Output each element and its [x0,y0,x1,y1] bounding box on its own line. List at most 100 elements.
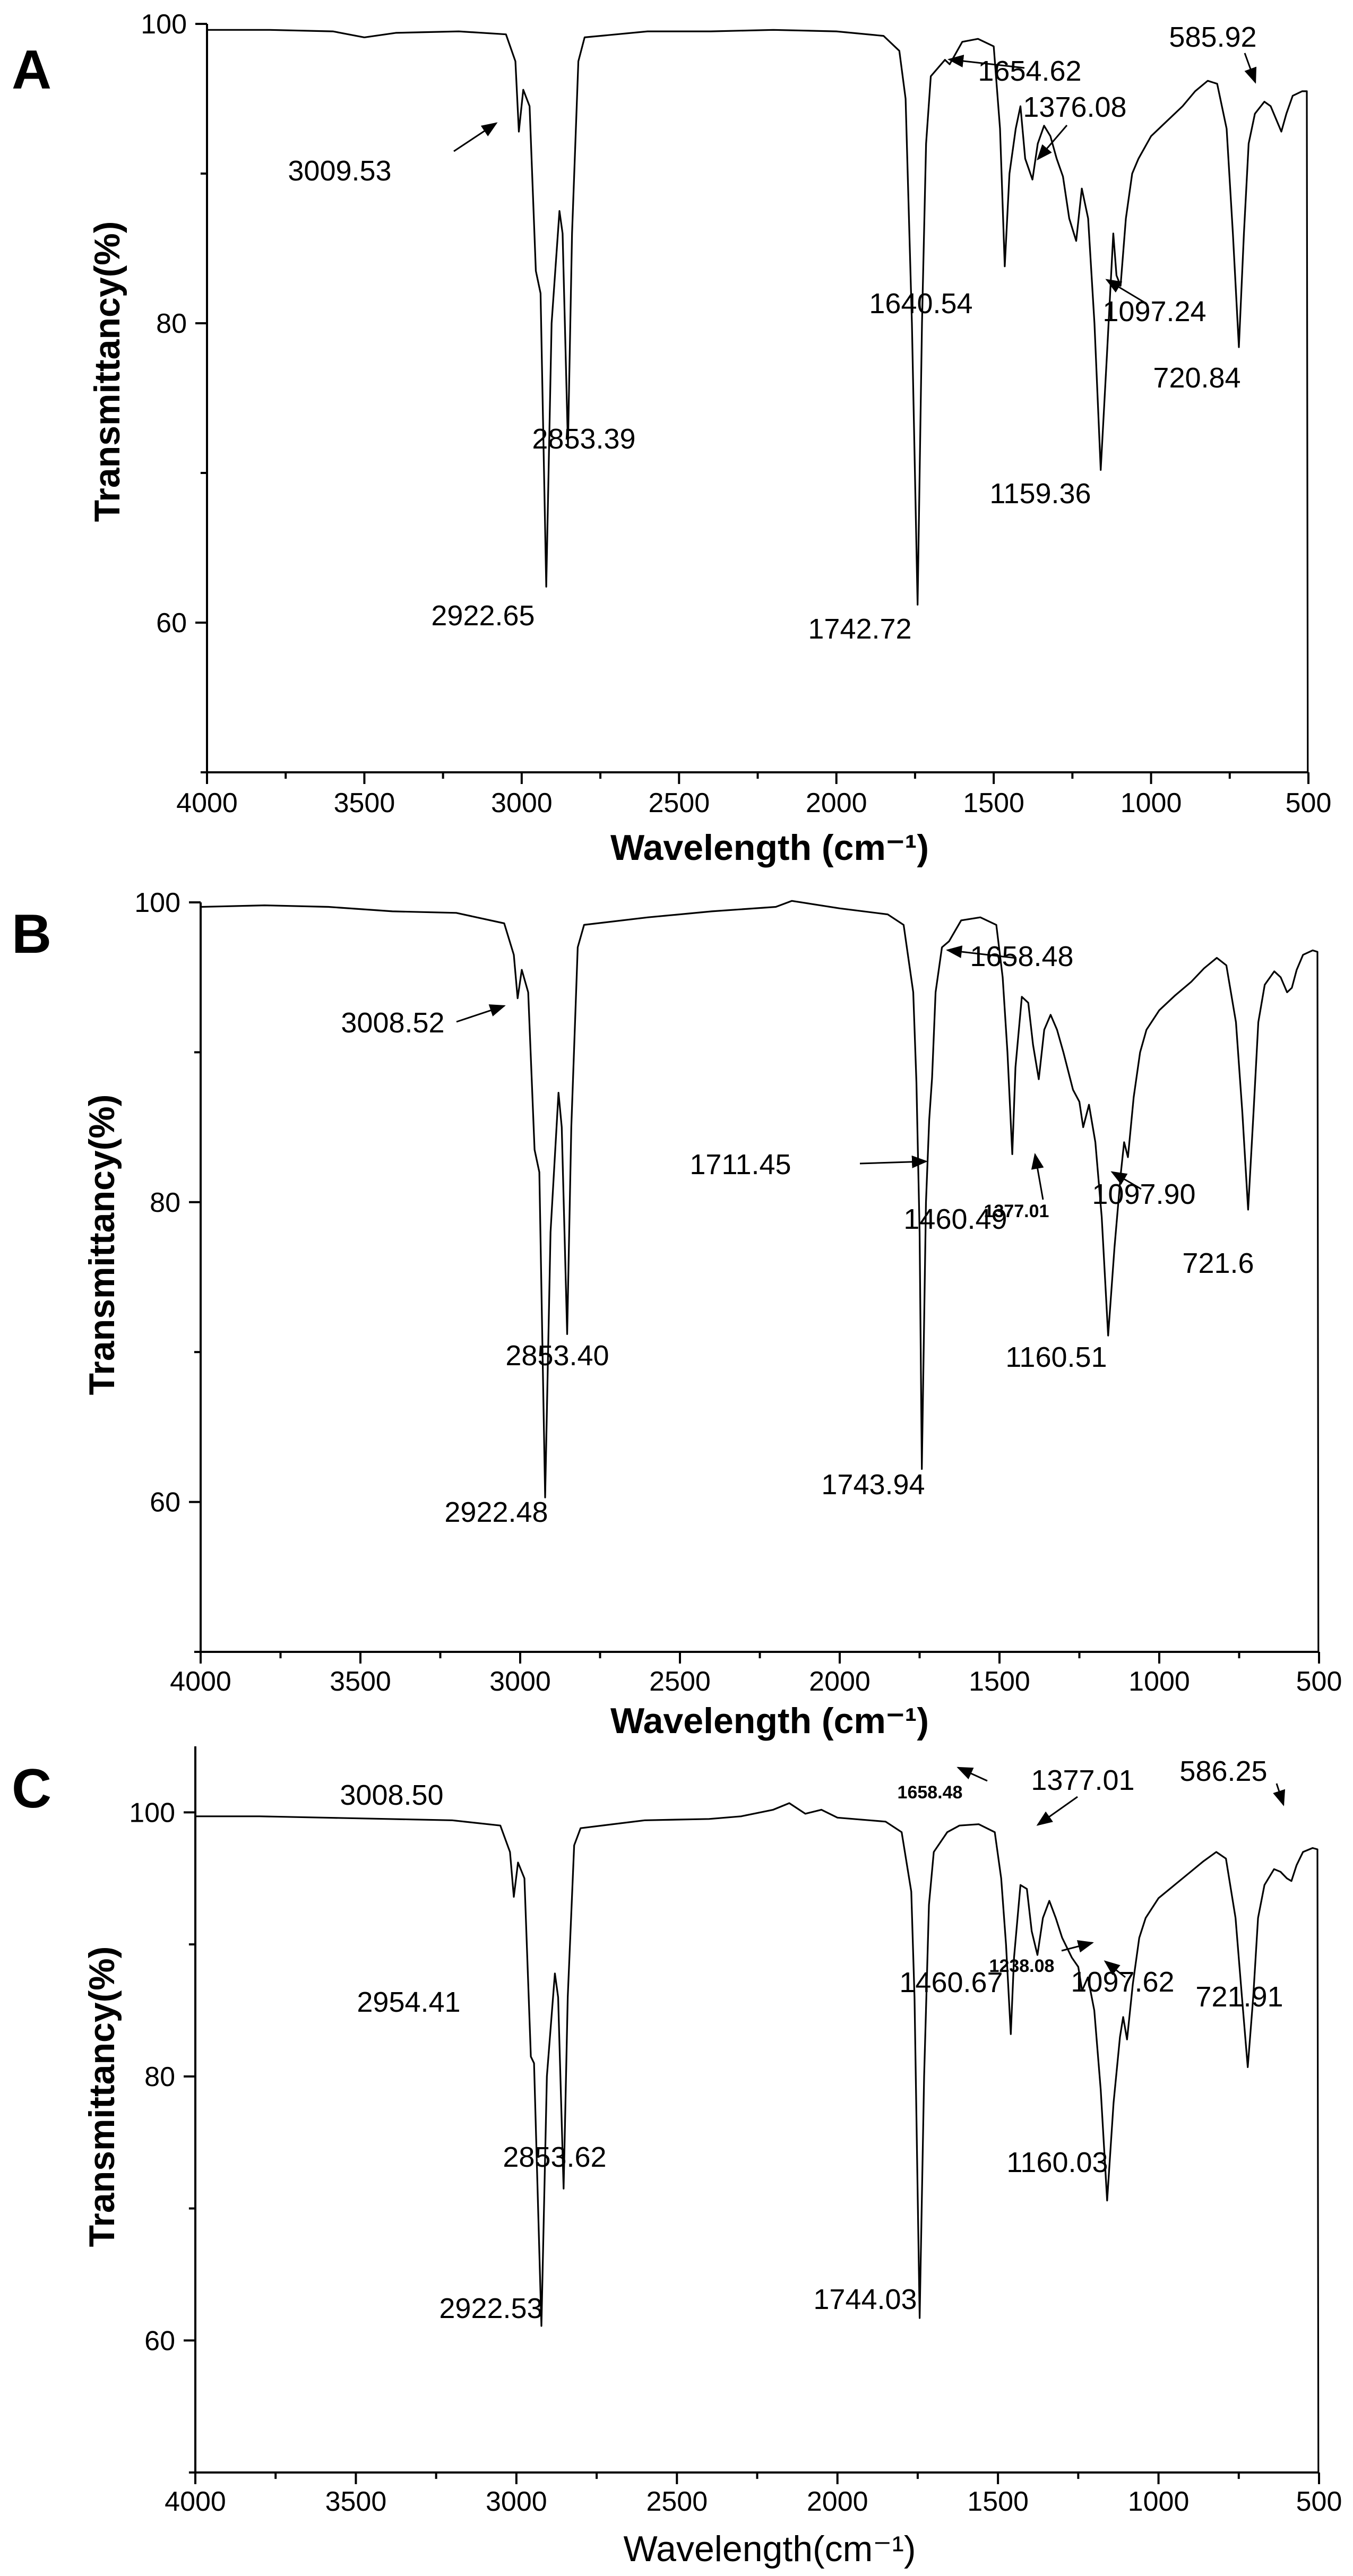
peak-label: 2853.39 [532,423,635,455]
y-tick-label: 80 [144,2062,175,2092]
peak-arrow [1037,125,1068,161]
peak-label: 1377.01 [1031,1764,1134,1796]
peak-label: 1160.03 [1006,2147,1108,2178]
peak-label: 1460.67 [899,1967,1003,1998]
y-axis-title: Transmittancy(%) [82,1095,122,1395]
spectrum-chart-a: 4000 3500 3000 2500 2000 1500 1000 500 60 80 100 Wa… [87,9,1332,868]
peak-label: 721.6 [1182,1247,1254,1279]
y-tick-label: 100 [141,9,187,40]
peak-label: 1640.54 [869,288,972,320]
peak-label: 1159.36 [989,478,1091,510]
peak-label: 1711.45 [690,1149,791,1181]
x-tick-label: 2500 [648,788,710,819]
peak-label: 1097.24 [1102,296,1206,328]
panel-letter: A [12,39,52,101]
x-tick-label: 500 [1296,1666,1342,1697]
peak-arrow [1061,1940,1094,1953]
peak-label: 1658.48 [898,1782,963,1803]
peak-arrow [956,1767,988,1782]
peak-label: 2922.48 [444,1496,548,1528]
panel-b: B 4000 3500 3000 2500 2000 1500 1000 500 60 80 100… [0,871,1353,1741]
x-tick-label: 1500 [967,2486,1029,2517]
peak-label: 2853.40 [505,1340,609,1372]
x-tick-label: 3000 [486,2486,547,2517]
peak-arrow [1110,1171,1142,1190]
y-tick-label: 60 [156,608,187,639]
peak-label: 1238.08 [989,1956,1055,1976]
x-tick-label: 1500 [963,788,1024,819]
peak-label: 1744.03 [813,2284,917,2315]
spectrum-line [207,29,1309,773]
peak-label: 1658.48 [970,941,1073,972]
peak-arrow [946,945,1017,959]
peak-label: 585.92 [1169,21,1256,53]
y-tick-label: 60 [150,1487,180,1518]
peak-label: 1097.90 [1092,1178,1195,1210]
y-axis-title: Transmittancy(%) [82,1946,122,2247]
x-tick-label: 2500 [649,1666,711,1697]
x-tick-label: 500 [1286,788,1332,819]
peak-label: 2922.53 [439,2293,542,2324]
x-tick-label: 500 [1296,2486,1342,2517]
peak-arrow [1104,1960,1126,1978]
peak-label: 1377.01 [984,1201,1049,1221]
x-tick-label: 1500 [969,1666,1030,1697]
peak-label: 1742.72 [808,613,911,645]
peak-arrow [1036,1796,1078,1826]
peak-arrow [1273,1783,1286,1806]
peak-arrow [1244,53,1257,84]
y-tick-label: 80 [150,1187,180,1218]
x-tick-label: 2000 [806,788,867,819]
peak-label: 2922.65 [431,600,535,632]
x-tick-label: 4000 [165,2486,226,2517]
peak-label: 1743.94 [821,1469,925,1501]
panel-letter: B [12,903,52,965]
peak-label: 2853.62 [503,2141,606,2173]
y-tick-label: 80 [156,308,187,339]
x-tick-label: 1000 [1128,1666,1190,1697]
x-axis-title: Wavelength (cm⁻¹) [610,1701,929,1741]
peak-label: 3008.50 [340,1779,443,1811]
x-tick-label: 4000 [176,788,238,819]
x-axis-title: Wavelength (cm⁻¹) [610,828,929,868]
peak-arrow [1105,279,1147,305]
spectrum-line [195,1802,1320,2473]
peak-label: 1460.49 [903,1203,1007,1235]
y-tick-label: 100 [129,1797,175,1828]
peak-arrow [453,122,498,152]
y-axis-title: Transmittancy(%) [87,221,127,522]
peak-label: 1654.62 [978,55,1081,87]
x-tick-label: 3000 [489,1666,551,1697]
peak-label: 3008.52 [341,1007,444,1039]
peak-label: 1097.62 [1071,1966,1174,1998]
panel-a: A 4000 3500 3000 2500 2000 1500 1000 500 60 80 100… [0,0,1353,876]
x-tick-label: 2000 [809,1666,871,1697]
peak-label: 720.84 [1153,362,1240,394]
peak-arrow [859,1155,928,1168]
peak-label: 721.91 [1195,1981,1283,2013]
x-axis-title: Wavelength(cm⁻¹) [623,2529,916,2569]
peak-label: 1160.51 [1005,1341,1107,1373]
x-tick-label: 1000 [1121,788,1182,819]
y-tick-label: 60 [144,2325,175,2356]
x-tick-label: 3000 [491,788,553,819]
peak-label: 1376.08 [1023,91,1126,123]
spectrum-chart-b: 4000 3500 3000 2500 2000 1500 1000 500 60 80 100 Wa… [82,888,1342,1741]
peak-label: 586.25 [1179,1755,1267,1787]
panel-letter: C [12,1758,52,1820]
peak-arrow [456,1004,506,1023]
spectrum-chart-c: 4000 3500 3000 2500 2000 1500 1000 500 60 80 100 Wa… [82,1746,1342,2569]
x-tick-label: 3500 [330,1666,391,1697]
x-tick-label: 2000 [807,2486,868,2517]
spectrum-line [200,900,1320,1652]
x-tick-label: 3500 [325,2486,387,2517]
x-tick-label: 4000 [170,1666,231,1697]
peak-arrow [947,55,1025,69]
panel-c: C 4000 3500 3000 2500 2000 1500 1000 500 60 80 100… [0,1736,1353,2576]
y-tick-label: 100 [134,888,180,918]
peak-label: 3009.53 [288,155,391,187]
x-tick-label: 2500 [646,2486,708,2517]
x-tick-label: 1000 [1128,2486,1190,2517]
x-tick-label: 3500 [334,788,395,819]
peak-arrow [1031,1153,1044,1200]
